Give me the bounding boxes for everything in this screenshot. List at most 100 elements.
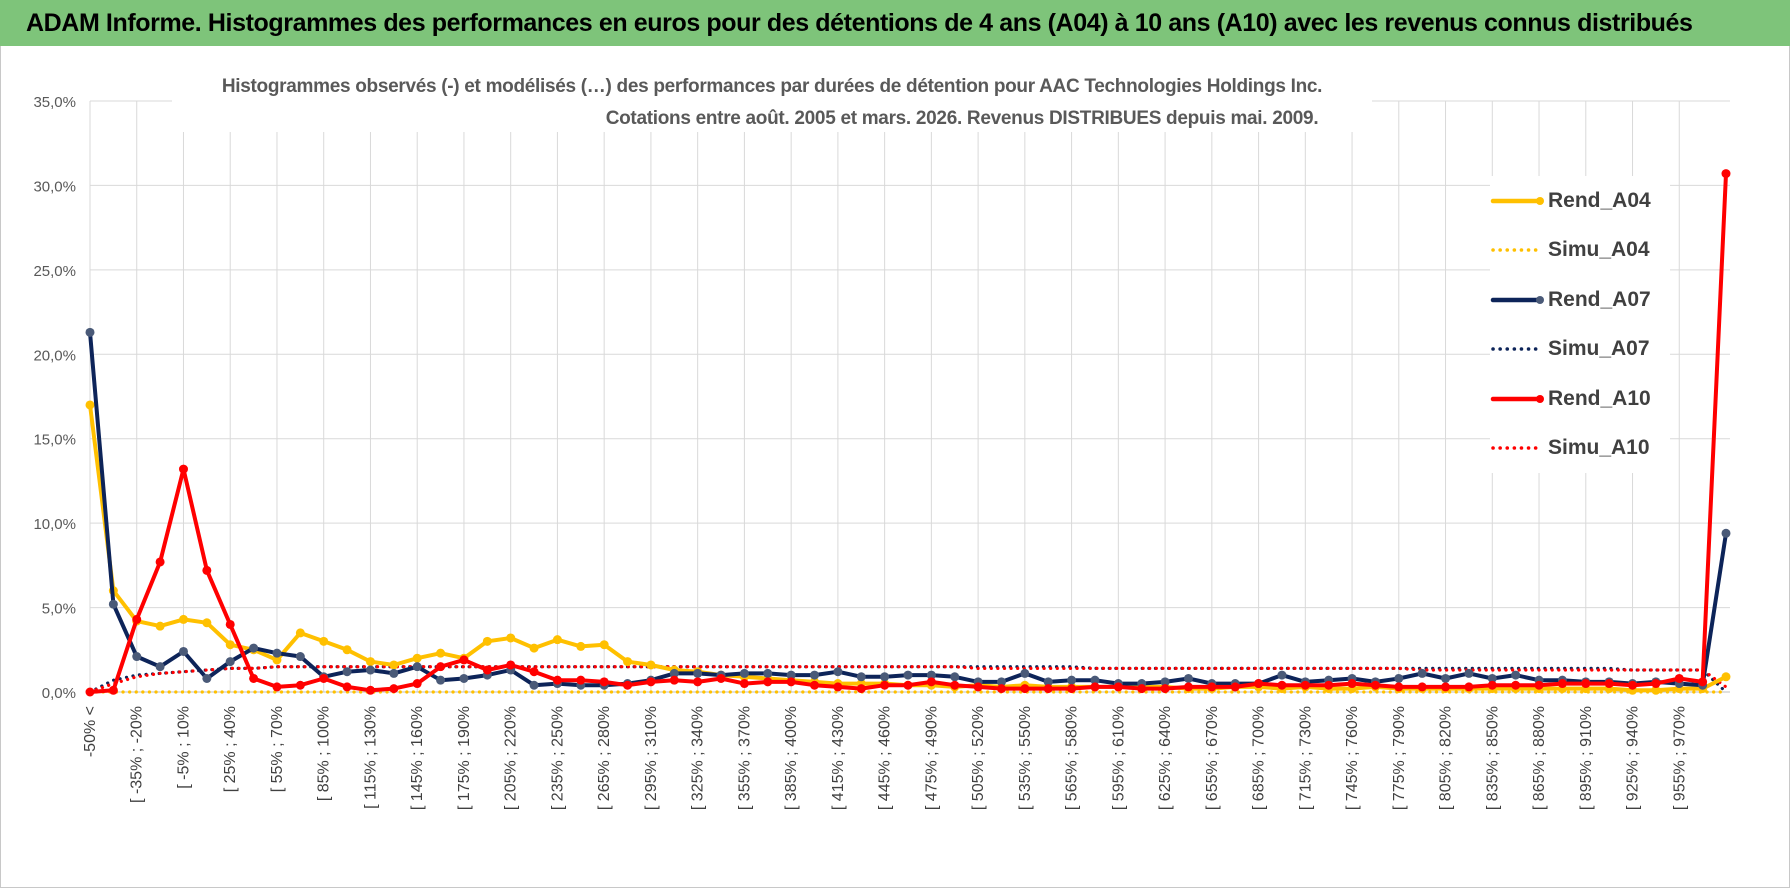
data-point-rend-a04 bbox=[482, 636, 492, 646]
data-point-rend-a04 bbox=[365, 657, 375, 667]
data-point-rend-a10 bbox=[1183, 682, 1193, 692]
x-tick-label: [ 655% ; 670% bbox=[1204, 706, 1221, 810]
data-point-rend-a04 bbox=[599, 640, 609, 650]
series-lines bbox=[85, 169, 1731, 697]
data-point-rend-a10 bbox=[1043, 684, 1053, 694]
data-point-rend-a07 bbox=[833, 667, 843, 677]
data-point-rend-a10 bbox=[1464, 682, 1474, 692]
data-point-rend-a07 bbox=[950, 672, 960, 682]
data-point-rend-a10 bbox=[810, 680, 820, 690]
y-tick-label: 5,0% bbox=[42, 601, 76, 618]
data-point-rend-a10 bbox=[1651, 679, 1661, 689]
data-point-rend-a07 bbox=[1721, 528, 1731, 538]
data-point-rend-a04 bbox=[178, 614, 188, 624]
x-axis-ticks: -50% < [ -35% ; -20% [ -5% ; 10% [ 25% ; 40… bbox=[82, 706, 1688, 810]
data-point-rend-a04 bbox=[623, 657, 633, 667]
chart-title-background bbox=[172, 62, 1372, 132]
data-point-rend-a07 bbox=[739, 668, 749, 678]
data-point-rend-a07 bbox=[529, 680, 539, 690]
data-point-rend-a07 bbox=[108, 599, 118, 609]
data-point-rend-a07 bbox=[459, 673, 469, 683]
data-point-rend-a07 bbox=[693, 668, 703, 678]
x-tick-label: [ 475% ; 490% bbox=[923, 706, 940, 810]
data-point-rend-a07 bbox=[926, 670, 936, 680]
data-point-rend-a07 bbox=[178, 646, 188, 656]
data-point-rend-a10 bbox=[1698, 677, 1708, 687]
data-point-rend-a10 bbox=[1230, 682, 1240, 692]
data-point-rend-a10 bbox=[249, 673, 259, 683]
data-point-rend-a04 bbox=[319, 636, 329, 646]
x-tick-label: [ 505% ; 520% bbox=[970, 706, 987, 810]
x-tick-label: [ -5% ; 10% bbox=[175, 706, 192, 789]
data-point-rend-a10 bbox=[973, 682, 983, 692]
data-point-rend-a04 bbox=[552, 635, 562, 645]
x-tick-label: [ 325% ; 340% bbox=[690, 706, 707, 810]
legend-item-simu-a10: Simu_A10 bbox=[1490, 424, 1670, 474]
y-tick-label: 25,0% bbox=[33, 263, 76, 280]
data-point-rend-a10 bbox=[903, 680, 913, 690]
legend-label-simu-a04: Simu_A04 bbox=[1548, 238, 1650, 262]
legend-swatch-rend-a07 bbox=[1490, 295, 1544, 304]
data-point-rend-a07 bbox=[342, 667, 352, 677]
data-point-rend-a07 bbox=[389, 668, 399, 678]
data-point-rend-a10 bbox=[1347, 679, 1357, 689]
x-tick-label: [ 115% ; 130% bbox=[362, 706, 379, 809]
data-point-rend-a04 bbox=[646, 660, 656, 670]
data-point-rend-a10 bbox=[1441, 682, 1451, 692]
data-point-rend-a10 bbox=[1160, 684, 1170, 694]
data-point-rend-a10 bbox=[1370, 680, 1380, 690]
data-point-rend-a10 bbox=[132, 614, 142, 624]
data-point-rend-a04 bbox=[295, 628, 305, 638]
chart-title-line-2: Cotations entre août. 2005 et mars. 2026… bbox=[606, 108, 1319, 129]
x-tick-label: -50% < bbox=[82, 706, 99, 757]
data-point-rend-a10 bbox=[1137, 684, 1147, 694]
chart-title-line-1: Histogrammes observés (-) et modélisés (… bbox=[222, 76, 1322, 97]
data-point-rend-a10 bbox=[669, 675, 679, 685]
data-point-rend-a10 bbox=[365, 685, 375, 695]
data-point-rend-a04 bbox=[1651, 685, 1661, 695]
data-point-rend-a10 bbox=[1604, 679, 1614, 689]
data-point-rend-a07 bbox=[996, 677, 1006, 687]
data-point-rend-a10 bbox=[599, 677, 609, 687]
x-tick-label: [ 685% ; 700% bbox=[1251, 706, 1268, 810]
data-point-rend-a10 bbox=[108, 685, 118, 695]
data-point-rend-a07 bbox=[436, 675, 446, 685]
grid-lines bbox=[89, 100, 1730, 693]
data-point-rend-a10 bbox=[1277, 680, 1287, 690]
data-point-rend-a10 bbox=[436, 662, 446, 672]
data-point-rend-a10 bbox=[178, 464, 188, 474]
data-point-rend-a10 bbox=[1300, 680, 1310, 690]
data-point-rend-a10 bbox=[295, 680, 305, 690]
data-point-rend-a07 bbox=[365, 665, 375, 675]
data-point-rend-a10 bbox=[225, 619, 235, 629]
data-point-rend-a07 bbox=[1487, 673, 1497, 683]
x-tick-label: [ 55% ; 70% bbox=[269, 706, 286, 792]
x-tick-label: [ 415% ; 430% bbox=[830, 706, 847, 810]
x-tick-label: [ 25% ; 40% bbox=[222, 706, 239, 792]
data-point-rend-a10 bbox=[576, 675, 586, 685]
x-tick-label: [ 835% ; 850% bbox=[1484, 706, 1501, 810]
data-point-rend-a10 bbox=[1628, 680, 1638, 690]
data-point-rend-a07 bbox=[1183, 673, 1193, 683]
y-tick-label: 30,0% bbox=[33, 178, 76, 195]
data-point-rend-a10 bbox=[833, 682, 843, 692]
x-tick-label: [ 565% ; 580% bbox=[1064, 706, 1081, 810]
data-point-rend-a07 bbox=[786, 670, 796, 680]
x-tick-label: [ 925% ; 940% bbox=[1625, 706, 1642, 810]
y-tick-label: 35,0% bbox=[33, 94, 76, 111]
legend-swatch-simu-a10 bbox=[1491, 446, 1542, 450]
x-tick-label: [ 895% ; 910% bbox=[1578, 706, 1595, 810]
legend-item-rend-a07: Rend_A07 bbox=[1490, 275, 1670, 325]
data-point-rend-a07 bbox=[1417, 668, 1427, 678]
data-point-rend-a10 bbox=[1511, 680, 1521, 690]
data-point-rend-a07 bbox=[669, 668, 679, 678]
x-tick-label: [ 535% ; 550% bbox=[1017, 706, 1034, 810]
x-tick-label: [ 445% ; 460% bbox=[877, 706, 894, 810]
data-point-rend-a07 bbox=[1464, 668, 1474, 678]
data-point-rend-a10 bbox=[1534, 680, 1544, 690]
x-tick-label: [ 205% ; 220% bbox=[503, 706, 520, 810]
report-banner-title: ADAM Informe. Histogrammes des performan… bbox=[0, 0, 1790, 46]
data-point-rend-a04 bbox=[506, 633, 516, 643]
x-tick-label: [ 745% ; 760% bbox=[1344, 706, 1361, 810]
data-point-rend-a07 bbox=[763, 668, 773, 678]
